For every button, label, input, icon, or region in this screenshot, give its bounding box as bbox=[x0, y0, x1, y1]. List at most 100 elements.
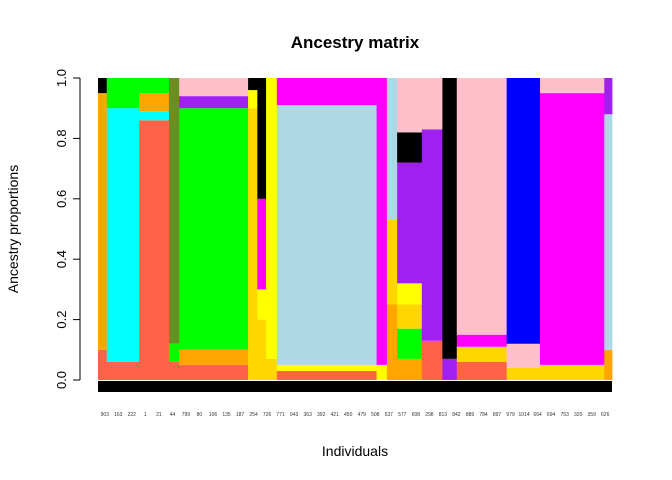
bar-segment-8-k9 bbox=[276, 78, 377, 106]
individual-label-30: 979 bbox=[506, 412, 515, 418]
bar-segment-5-k6 bbox=[248, 108, 258, 380]
individual-label-24: 298 bbox=[425, 412, 434, 418]
bar-segment-8-k1 bbox=[276, 370, 377, 380]
bar-segment-11-k3 bbox=[397, 358, 423, 380]
bar-segment-10-k3 bbox=[386, 304, 398, 380]
bar-segment-14-k1 bbox=[456, 361, 508, 380]
y-tick-label-4: 0.8 bbox=[54, 129, 69, 147]
bar-segment-9-k7 bbox=[376, 364, 388, 380]
individual-label-17: 421 bbox=[331, 412, 340, 418]
individual-label-5: 44 bbox=[170, 412, 176, 418]
bar-segment-10-k8 bbox=[386, 78, 398, 220]
bar-segment-6-k6 bbox=[257, 319, 267, 380]
individual-label-25: 813 bbox=[439, 412, 448, 418]
y-axis-label: Ancestry proportions bbox=[5, 165, 21, 293]
bar-segment-1-k4 bbox=[106, 78, 140, 109]
bar-segment-2-k1 bbox=[139, 120, 170, 380]
individual-label-23: 608 bbox=[412, 412, 421, 418]
chart-title: Ancestry matrix bbox=[291, 33, 420, 52]
individual-label-13: 771 bbox=[276, 412, 285, 418]
bar-segment-17-k3 bbox=[604, 349, 613, 380]
bar-segment-1-k1 bbox=[106, 361, 140, 380]
x-axis-label: Individuals bbox=[322, 443, 388, 459]
individual-label-12: 726 bbox=[263, 412, 272, 418]
individual-label-14: 943 bbox=[290, 412, 299, 418]
bar-segment-4-k4 bbox=[179, 108, 249, 350]
individual-label-10: 187 bbox=[236, 412, 245, 418]
individual-label-4: 21 bbox=[156, 412, 162, 418]
bar-segment-11-k7 bbox=[397, 283, 423, 305]
bar-segment-13-k11 bbox=[442, 78, 458, 359]
bar-segment-2-k3 bbox=[139, 93, 170, 112]
individual-label-28: 784 bbox=[479, 412, 488, 418]
bar-segment-14-k9 bbox=[456, 334, 508, 347]
bar-segment-17-k8 bbox=[604, 114, 613, 350]
y-tick-label-5: 1.0 bbox=[54, 69, 69, 87]
individual-label-37: 626 bbox=[601, 412, 610, 418]
stacked-bars bbox=[98, 78, 613, 380]
bar-segment-0-k1 bbox=[98, 349, 108, 380]
individual-label-3: 1 bbox=[144, 412, 147, 418]
bar-segment-2-k2 bbox=[139, 111, 170, 121]
bar-segment-12-k10 bbox=[421, 129, 443, 341]
individual-label-34: 753 bbox=[561, 412, 570, 418]
bar-segment-4-k3 bbox=[179, 349, 249, 365]
individual-label-21: 537 bbox=[385, 412, 394, 418]
bar-segment-1-k2 bbox=[106, 108, 140, 362]
bar-segment-12-k12 bbox=[421, 78, 443, 130]
bar-segment-6-k11 bbox=[257, 78, 267, 199]
bar-segment-4-k1 bbox=[179, 364, 249, 380]
bar-segment-16-k12 bbox=[540, 78, 605, 94]
bar-segment-16-k9 bbox=[540, 93, 605, 365]
bar-segment-3-k1 bbox=[168, 361, 180, 380]
bar-segment-11-k10 bbox=[397, 162, 423, 284]
bar-segment-7-k7 bbox=[266, 78, 278, 359]
individual-label-27: 889 bbox=[466, 412, 475, 418]
individual-label-19: 479 bbox=[358, 412, 367, 418]
individual-label-22: 577 bbox=[398, 412, 407, 418]
individual-label-31: 1014 bbox=[519, 412, 530, 418]
individual-labels: 903 163 222 1 21 44 799 80 106 135 187 254 726 771 943… bbox=[98, 381, 612, 418]
bar-segment-11-k11 bbox=[397, 132, 423, 163]
individual-label-1: 163 bbox=[114, 412, 123, 418]
y-tick-label-0: 0.0 bbox=[54, 371, 69, 389]
bar-segment-14-k12 bbox=[456, 78, 508, 335]
individual-label-32: 664 bbox=[533, 412, 542, 418]
bar-segment-0-k3 bbox=[98, 93, 108, 350]
bar-segment-15-k12 bbox=[506, 343, 541, 368]
bar-segment-11-k4 bbox=[397, 328, 423, 359]
individual-label-9: 135 bbox=[222, 412, 231, 418]
individual-label-16: 392 bbox=[317, 412, 326, 418]
population-strip bbox=[98, 381, 612, 392]
bar-segment-11-k6 bbox=[397, 304, 423, 329]
bar-segment-5-k7 bbox=[248, 90, 258, 109]
bar-segment-3-k5 bbox=[168, 78, 180, 344]
individual-label-11: 254 bbox=[249, 412, 258, 418]
bar-segment-16-k6 bbox=[540, 364, 605, 380]
bar-segment-15-k6 bbox=[506, 367, 541, 380]
individual-label-29: 897 bbox=[493, 412, 502, 418]
bar-segment-4-k10 bbox=[179, 96, 249, 109]
bar-segment-14-k6 bbox=[456, 346, 508, 362]
y-tick-label-3: 0.6 bbox=[54, 190, 69, 208]
bar-segment-11-k12 bbox=[397, 78, 423, 133]
bar-segment-4-k12 bbox=[179, 78, 249, 97]
bar-segment-6-k9 bbox=[257, 198, 267, 290]
y-tick-label-2: 0.4 bbox=[54, 250, 69, 268]
y-tick-label-1: 0.2 bbox=[54, 311, 69, 329]
bar-segment-17-k10 bbox=[604, 78, 613, 115]
individual-label-35: 320 bbox=[574, 412, 583, 418]
bar-segment-15-k13 bbox=[506, 78, 541, 344]
y-axis: 0.0 0.2 0.4 0.6 0.8 1.0 bbox=[54, 69, 81, 389]
bar-segment-7-k6 bbox=[266, 358, 278, 380]
bar-segment-2-k4 bbox=[139, 78, 170, 94]
bar-segment-8-k8 bbox=[276, 105, 377, 365]
bar-segment-12-k1 bbox=[421, 340, 443, 380]
individual-label-15: 363 bbox=[304, 412, 313, 418]
individual-label-33: 694 bbox=[547, 412, 556, 418]
individual-label-36: 359 bbox=[588, 412, 597, 418]
individual-label-0: 903 bbox=[101, 412, 110, 418]
individual-label-6: 799 bbox=[182, 412, 191, 418]
